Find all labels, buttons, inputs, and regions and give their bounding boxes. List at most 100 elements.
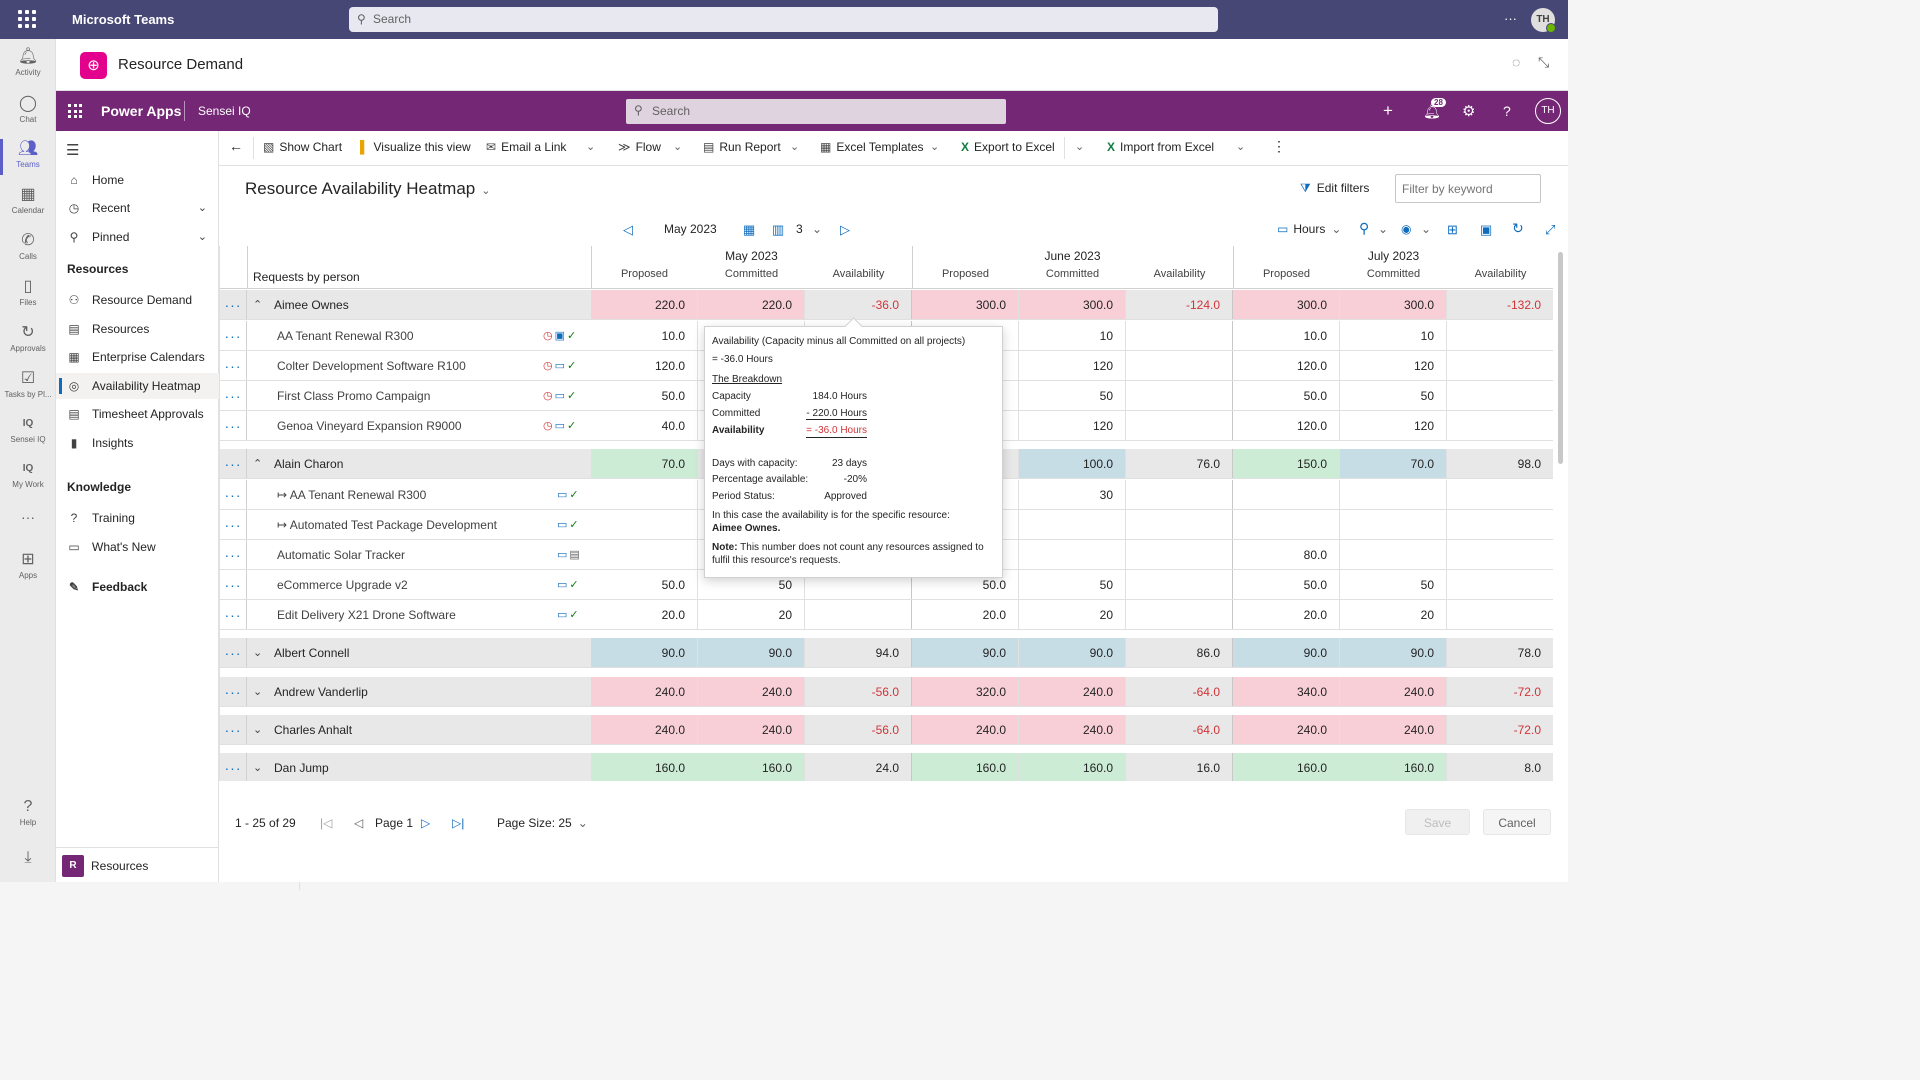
row-actions-icon[interactable]: ···: [220, 411, 247, 440]
notifications-button[interactable]: 🔔︎ 28: [1423, 98, 1446, 120]
check-icon[interactable]: ✓: [569, 519, 579, 531]
rail-item-my-work[interactable]: IQ My Work: [0, 459, 56, 489]
row-actions-icon[interactable]: ···: [220, 715, 247, 744]
collapse-chevron-icon[interactable]: ⌃: [253, 299, 263, 311]
nav-item-enterprise-calendars[interactable]: ▦ Enterprise Calendars: [56, 344, 219, 370]
add-icon[interactable]: +: [1383, 101, 1393, 120]
cell-committed[interactable]: 30: [1019, 480, 1126, 509]
group-row[interactable]: ··· ⌄ Andrew Vanderlip 240.0 240.0 -56.0 320.0…: [220, 677, 1553, 707]
cell-committed[interactable]: 20: [1019, 600, 1126, 629]
settings-gear-icon[interactable]: ⚙: [1462, 103, 1476, 120]
unit-selector[interactable]: ▭ Hours ⌄: [1277, 222, 1341, 236]
zoom-chevron-icon[interactable]: ⌄: [1378, 222, 1389, 236]
subcolumn-header-committed[interactable]: Committed: [1045, 268, 1100, 280]
columns-icon[interactable]: ▥: [772, 222, 785, 237]
back-arrow-icon[interactable]: ←: [229, 138, 243, 154]
subcolumn-header-availability[interactable]: Availability: [832, 268, 885, 280]
row-actions-icon[interactable]: ···: [220, 351, 247, 380]
subcolumn-header-proposed[interactable]: Proposed: [620, 268, 669, 280]
row-actions-icon[interactable]: ···: [220, 570, 247, 599]
table-row[interactable]: ··· First Class Promo Campaign ◷ ▭ ✓ 50.0 50 50…: [220, 381, 1553, 411]
run-report-chevron-icon[interactable]: ⌄: [790, 141, 800, 153]
edit-filters-button[interactable]: ⧩ Edit filters: [1300, 181, 1369, 196]
more-commands-icon[interactable]: ⋮: [1272, 138, 1286, 154]
month-count-chevron-icon[interactable]: ⌄: [812, 222, 823, 236]
check-icon[interactable]: ✓: [567, 360, 577, 372]
group-row[interactable]: ··· ⌄ Dan Jump 160.0 160.0 24.0 160.0 160.0 16.0…: [220, 753, 1553, 781]
prev-month-icon[interactable]: ◁: [623, 222, 633, 237]
rail-item-teams[interactable]: 👥︎ Teams: [0, 139, 56, 175]
row-actions-icon[interactable]: ···: [220, 600, 247, 629]
collapse-icon[interactable]: ⤡: [1538, 54, 1550, 70]
visualize-view-button[interactable]: ▌ Visualize this view: [360, 140, 471, 154]
check-icon[interactable]: ✓: [567, 390, 577, 402]
first-page-icon[interactable]: |◁: [320, 816, 333, 830]
check-icon[interactable]: ✓: [567, 330, 577, 342]
visibility-chevron-icon[interactable]: ⌄: [1421, 222, 1432, 236]
refresh-icon[interactable]: ↻: [1512, 220, 1524, 236]
rail-item-tasks-by-pl[interactable]: ☑ Tasks by Pl...: [0, 369, 56, 399]
excel-templates-chevron-icon[interactable]: ⌄: [930, 141, 940, 153]
nav-item-pinned[interactable]: ⚲ Pinned ⌄: [56, 224, 219, 250]
cell-committed[interactable]: [1340, 510, 1447, 539]
cell-committed[interactable]: [1019, 510, 1126, 539]
nav-item-feedback[interactable]: ✎ Feedback: [56, 574, 219, 600]
row-actions-icon[interactable]: ···: [220, 753, 247, 781]
environment-name[interactable]: Sensei IQ: [198, 104, 251, 118]
next-month-icon[interactable]: ▷: [840, 222, 850, 237]
cell-committed[interactable]: 120: [1340, 351, 1447, 380]
chat-icon[interactable]: ▭: [554, 390, 566, 402]
expand-chevron-icon[interactable]: ⌄: [253, 762, 263, 774]
show-chart-button[interactable]: ▧ Show Chart: [263, 140, 342, 154]
export-excel-chevron-icon[interactable]: ⌄: [1075, 141, 1085, 153]
subcolumn-header-availability[interactable]: Availability: [1474, 268, 1527, 280]
calendar-icon[interactable]: ▦: [743, 222, 756, 237]
cell-committed[interactable]: [1340, 540, 1447, 569]
row-actions-icon[interactable]: ···: [220, 290, 247, 319]
cell-committed[interactable]: 120: [1340, 411, 1447, 440]
expand-chevron-icon[interactable]: ⌄: [253, 686, 263, 698]
help-icon[interactable]: ?: [1503, 103, 1511, 119]
nav-item-home[interactable]: ⌂ Home: [56, 167, 219, 193]
clock-icon[interactable]: ◷: [543, 330, 553, 342]
chat-bubble-icon[interactable]: ◌: [1512, 54, 1521, 70]
row-actions-icon[interactable]: ···: [220, 638, 247, 667]
expand-chevron-icon[interactable]: ⌄: [253, 647, 263, 659]
group-row[interactable]: ··· ⌄ Charles Anhalt 240.0 240.0 -56.0 240.0 24…: [220, 715, 1553, 745]
cancel-button[interactable]: Cancel: [1483, 809, 1551, 835]
download-icon[interactable]: ⤓: [24, 849, 32, 866]
check-icon[interactable]: ✓: [569, 609, 579, 621]
row-actions-icon[interactable]: ···: [220, 449, 247, 478]
import-excel-button[interactable]: X Import from Excel: [1107, 140, 1214, 154]
rail-item-approvals[interactable]: ↻ Approvals: [0, 323, 56, 353]
check-icon[interactable]: ✓: [569, 489, 579, 501]
more-options-icon[interactable]: ···: [1504, 11, 1517, 26]
rail-item-help[interactable]: ? Help: [0, 797, 56, 827]
cell-committed[interactable]: 20: [698, 600, 805, 629]
zoom-icon[interactable]: ⚲: [1359, 220, 1370, 236]
cell-committed[interactable]: 120: [1019, 411, 1126, 440]
nav-item-recent[interactable]: ◷ Recent ⌄: [56, 195, 219, 221]
run-report-button[interactable]: ▤ Run Report: [703, 140, 781, 154]
subcolumn-header-proposed[interactable]: Proposed: [1262, 268, 1311, 280]
export-excel-button[interactable]: X Export to Excel: [961, 140, 1055, 154]
document-icon[interactable]: ▤: [569, 549, 580, 561]
chat-icon[interactable]: ▭: [557, 579, 568, 591]
chat-icon[interactable]: ▭: [557, 609, 568, 621]
nav-item-what-s-new[interactable]: ▭ What's New: [56, 534, 219, 560]
power-apps-brand[interactable]: Power Apps: [101, 103, 182, 119]
view-selector[interactable]: Resource Availability Heatmap ⌄: [245, 179, 490, 199]
app-launcher-icon[interactable]: [18, 10, 36, 28]
chat-icon[interactable]: ▭: [557, 489, 568, 501]
nav-item-resource-demand[interactable]: ⚇ Resource Demand: [56, 287, 219, 313]
waffle-icon[interactable]: [68, 104, 82, 118]
chat-icon[interactable]: ▭: [554, 360, 566, 372]
rail-item-apps[interactable]: ⊞ Apps: [0, 550, 56, 580]
next-page-icon[interactable]: ▷: [421, 816, 431, 830]
flow-button[interactable]: ≫ Flow: [618, 140, 661, 154]
cell-committed[interactable]: 10: [1019, 321, 1126, 350]
check-icon[interactable]: ✓: [567, 420, 577, 432]
chevron-down-icon[interactable]: ⌄: [197, 202, 207, 214]
group-row[interactable]: ··· ⌃ Aimee Ownes 220.0 220.0 -36.0 300.0 300.0…: [220, 290, 1553, 320]
email-dropdown-chevron-icon[interactable]: ⌄: [586, 141, 596, 153]
